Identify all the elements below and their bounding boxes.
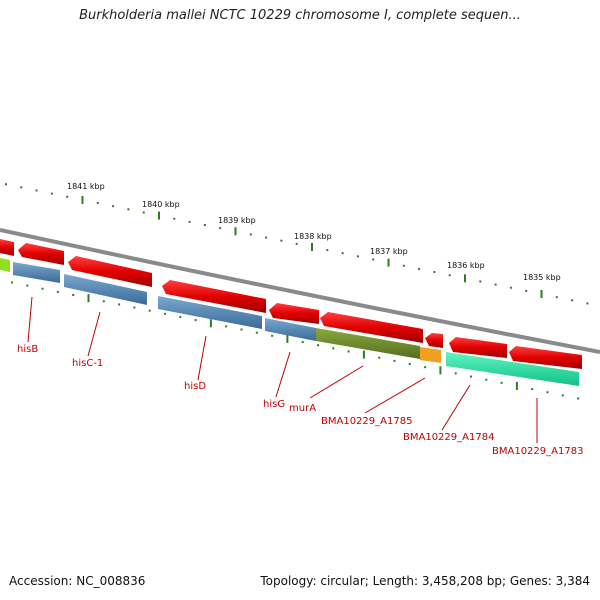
gene-leader-lines — [27, 296, 538, 443]
gene-labels: hisB hisC-1 hisD hisG murA BMA10229_A178… — [17, 344, 583, 457]
leader-line-hisC-1 — [87, 311, 101, 357]
gene-arrow[interactable] — [68, 256, 152, 287]
gene-label-BMA10229_A1785[interactable]: BMA10229_A1785 — [321, 416, 412, 427]
gene-arrow[interactable] — [425, 333, 443, 348]
leader-line-murA — [309, 365, 364, 399]
cds-bars-row — [0, 258, 579, 386]
kbp-label-1838: 1838 kbp — [294, 232, 332, 241]
gene-label-murA[interactable]: murA — [289, 403, 316, 414]
gene-arrow[interactable] — [0, 239, 14, 256]
cds-bar-teal[interactable] — [446, 352, 579, 386]
cds-bar-blue[interactable] — [158, 296, 262, 329]
gene-label-BMA10229_A1783[interactable]: BMA10229_A1783 — [492, 446, 583, 457]
leader-line-hisD — [197, 335, 207, 381]
inner-tick-row — [11, 281, 580, 400]
kbp-label-1841: 1841 kbp — [67, 182, 105, 191]
gene-arrow[interactable] — [269, 303, 319, 324]
topology-text: Topology: circular; Length: 3,458,208 bp… — [260, 574, 590, 588]
accession-text: Accession: NC_008836 — [9, 574, 146, 588]
gene-arrow[interactable] — [509, 346, 582, 369]
gene-arrow[interactable] — [449, 337, 507, 358]
gene-label-hisG[interactable]: hisG — [263, 399, 285, 410]
gene-arrow[interactable] — [18, 243, 64, 265]
chromosome-backbone — [0, 228, 600, 354]
gene-arrow[interactable] — [320, 312, 423, 343]
gene-arrows-row — [0, 239, 582, 369]
cds-bar-blue[interactable] — [265, 318, 316, 341]
leader-line-A1784 — [441, 384, 471, 431]
kbp-label-1840: 1840 kbp — [142, 200, 180, 209]
map-title: Burkholderia mallei NCTC 10229 chromosom… — [79, 8, 521, 23]
leader-line-A1785 — [364, 377, 426, 414]
leader-line-hisB — [27, 296, 33, 343]
kbp-label-1839: 1839 kbp — [218, 216, 256, 225]
cds-bar-olive[interactable] — [316, 328, 420, 359]
kbp-label-1837: 1837 kbp — [370, 247, 408, 256]
cds-bar-blue[interactable] — [13, 262, 60, 283]
gene-label-hisB[interactable]: hisB — [17, 344, 38, 355]
gene-label-hisC-1[interactable]: hisC-1 — [72, 358, 103, 369]
kbp-labels: 1841 kbp 1840 kbp 1839 kbp 1838 kbp 1837… — [67, 182, 561, 282]
gene-label-hisD[interactable]: hisD — [184, 381, 206, 392]
gene-arrow[interactable] — [162, 280, 266, 313]
leader-line-hisG — [275, 351, 291, 398]
kbp-label-1836: 1836 kbp — [447, 261, 485, 270]
cds-bar-lime[interactable] — [0, 258, 10, 272]
cds-bar-blue[interactable] — [64, 274, 147, 305]
cds-bar-orange[interactable] — [420, 347, 441, 363]
kbp-scale — [5, 183, 589, 305]
gene-label-BMA10229_A1784[interactable]: BMA10229_A1784 — [403, 432, 494, 443]
kbp-label-1835: 1835 kbp — [523, 273, 561, 282]
